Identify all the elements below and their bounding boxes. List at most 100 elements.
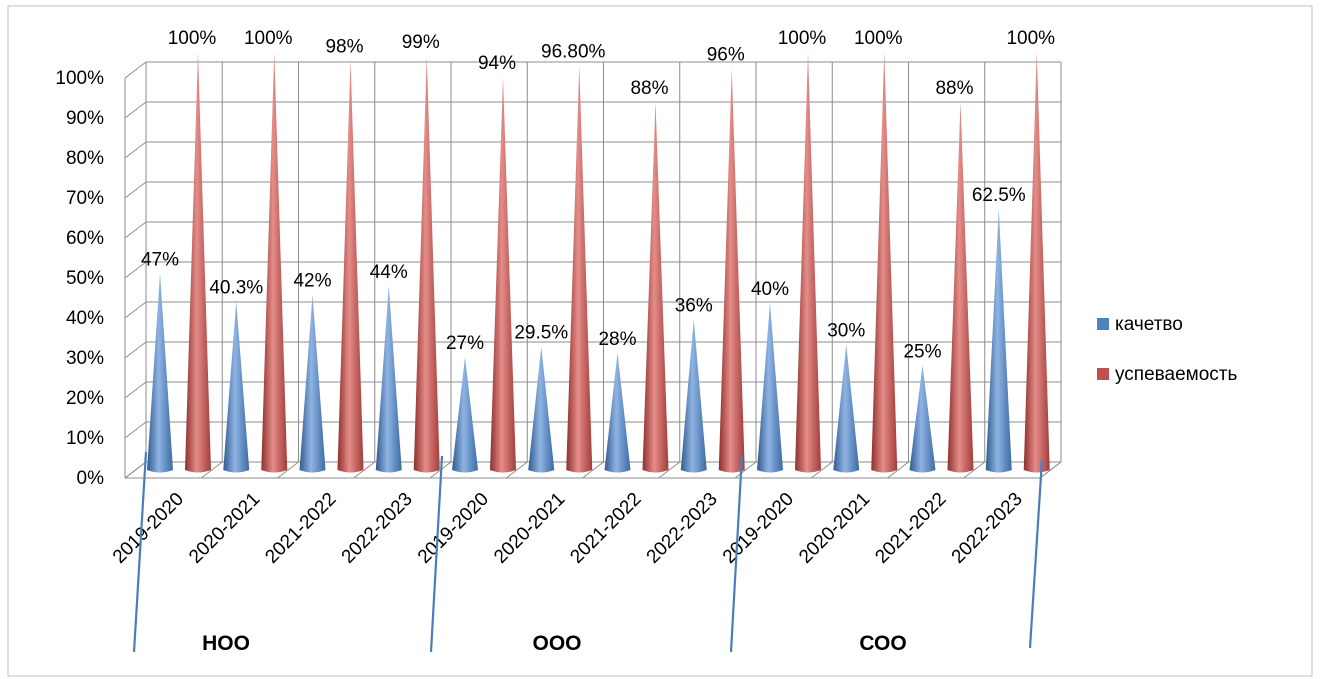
floor-divider: [505, 461, 528, 479]
group-separator: [729, 454, 744, 653]
cone-bar: [185, 52, 211, 473]
data-label: 28%: [598, 329, 636, 350]
y-tick-label: 60%: [66, 228, 104, 249]
data-label: 98%: [325, 36, 363, 57]
y-tick-label: 0%: [77, 468, 105, 489]
floor-divider: [887, 461, 909, 479]
cone-bar: [490, 77, 516, 473]
cone-bar: [947, 102, 974, 473]
data-label: 96.80%: [541, 41, 606, 62]
x-tick-label: 2020-2021: [795, 489, 874, 568]
y-tick-label: 30%: [66, 348, 104, 369]
x-tick-label: 2019-2020: [719, 489, 798, 568]
cone-bar: [795, 52, 821, 473]
gridline-side: [124, 221, 147, 239]
floor-divider: [277, 461, 299, 479]
gridline-side: [124, 101, 147, 119]
legend-swatch: [1097, 318, 1109, 330]
legend-swatch: [1097, 368, 1109, 380]
y-tick-label: 70%: [66, 188, 104, 209]
cone-bar: [337, 60, 364, 473]
cone-bar: [871, 52, 898, 473]
y-tick-label: 10%: [66, 428, 104, 449]
x-tick-label: 2020-2021: [185, 489, 264, 568]
gridline-side: [124, 261, 147, 279]
cone-bar: [375, 286, 402, 473]
gridline-side: [124, 381, 147, 399]
cone-bar: [985, 208, 1012, 473]
x-tick-label: 2021-2022: [871, 489, 950, 568]
floor-divider: [963, 461, 986, 479]
cone-bar: [718, 68, 745, 473]
x-tick-label: 2022-2023: [643, 489, 722, 568]
cone-bar: [452, 357, 478, 473]
data-label: 62.5%: [972, 185, 1026, 206]
data-label: 100%: [1006, 28, 1055, 49]
y-tick-label: 50%: [66, 268, 104, 289]
data-label: 47%: [141, 250, 179, 271]
group-separator: [1028, 459, 1044, 649]
y-tick-label: 20%: [66, 388, 104, 409]
floor-divider: [658, 461, 681, 479]
chart-frame: [7, 5, 1313, 677]
cone-bar: [147, 273, 173, 473]
floor-divider: [200, 461, 223, 479]
group-label: ООО: [532, 632, 581, 655]
group-separator: [429, 455, 444, 653]
floor-divider: [810, 461, 833, 479]
data-label: 99%: [402, 32, 440, 53]
data-label: 88%: [935, 78, 973, 99]
data-label: 96%: [707, 45, 745, 66]
data-label: 42%: [293, 270, 331, 291]
group-separator: [132, 451, 148, 653]
data-label: 88%: [630, 78, 668, 99]
cone-bar: [413, 56, 440, 473]
cone-bar: [604, 352, 631, 473]
x-tick-label: 2021-2022: [261, 489, 340, 568]
data-label: 40%: [751, 279, 789, 300]
gridline-side: [124, 421, 147, 439]
data-label: 25%: [903, 342, 941, 363]
floor-divider: [582, 461, 604, 479]
gridline-side: [124, 341, 147, 359]
x-tick-label: 2019-2020: [109, 489, 188, 568]
gridline-side: [124, 181, 147, 199]
y-tick-label: 40%: [66, 308, 104, 329]
legend-label: успеваемость: [1115, 364, 1237, 385]
floor-divider: [124, 461, 147, 479]
cone-bar: [642, 102, 669, 473]
data-label: 100%: [244, 28, 293, 49]
data-label: 29.5%: [514, 323, 568, 344]
group-label: НОО: [202, 632, 250, 655]
data-label: 36%: [675, 296, 713, 317]
legend-label: качетво: [1115, 314, 1183, 335]
cone-bar: [299, 294, 326, 473]
x-tick-label: 2021-2022: [566, 489, 645, 568]
data-label: 44%: [370, 262, 408, 283]
x-tick-label: 2022-2023: [948, 489, 1027, 568]
x-tick-label: 2022-2023: [338, 489, 417, 568]
data-label: 94%: [478, 53, 516, 74]
data-label: 40.3%: [209, 278, 263, 299]
cone-bar: [261, 52, 288, 473]
data-label: 100%: [854, 28, 903, 49]
data-label: 27%: [446, 333, 484, 354]
cone-bar: [566, 65, 593, 473]
y-tick-label: 90%: [66, 108, 104, 129]
y-tick-label: 100%: [55, 68, 104, 89]
cone-bar: [757, 302, 783, 473]
gridline-side: [124, 61, 147, 79]
cone-bar: [528, 346, 555, 473]
gridline-side: [124, 141, 147, 159]
gridline-side: [124, 301, 147, 319]
floor-divider: [734, 461, 757, 479]
data-label: 100%: [778, 28, 827, 49]
cone-bar: [1023, 52, 1050, 473]
data-label: 30%: [827, 321, 865, 342]
floor-divider: [353, 461, 376, 479]
x-tick-label: 2019-2020: [414, 489, 493, 568]
cone-bar: [833, 344, 860, 473]
cone-bar: [909, 365, 936, 473]
